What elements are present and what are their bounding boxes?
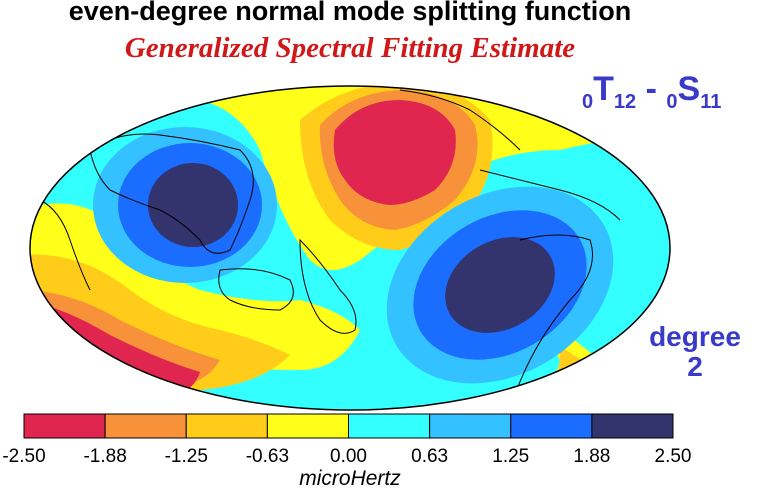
colorbar: [23, 413, 674, 439]
colorbar-segment: [23, 413, 106, 439]
colorbar-tick-label: 1.88: [573, 446, 611, 467]
colorbar-segment: [429, 413, 512, 439]
colorbar-tick-label: -2.50: [2, 446, 46, 467]
colorbar-segment: [104, 413, 187, 439]
colorbar-tick-label: -1.88: [83, 446, 127, 467]
coastlines: [39, 89, 641, 396]
colorbar-segment: [510, 413, 593, 439]
colorbar-segment: [185, 413, 268, 439]
degree-text: degree: [649, 321, 741, 352]
mode-left-letter: T: [593, 70, 614, 108]
mode-right-sub: 11: [700, 91, 722, 113]
map-field: [30, 86, 670, 410]
mode-right-letter: S: [677, 70, 701, 108]
degree-value: 2: [687, 351, 703, 382]
colorbar-segment: [591, 413, 674, 439]
colorbar-tick-label: 0.63: [411, 446, 449, 467]
colorbar-tick-label: -0.63: [245, 446, 290, 467]
mode-left-prefix: 0: [582, 91, 594, 113]
map-subtitle: Generalized Spectral Fitting Estimate: [124, 32, 576, 64]
map-title: even-degree normal mode splitting functi…: [68, 0, 632, 26]
colorbar-tick-label: 1.25: [492, 446, 530, 467]
colorbar-unit: microHertz: [299, 467, 401, 490]
degree-label: degree 2: [630, 322, 760, 382]
globe-outline: [29, 85, 671, 411]
mode-separator: -: [636, 70, 667, 108]
colorbar-segment: [266, 413, 349, 439]
colorbar-tick-label: 2.50: [654, 446, 692, 467]
colorbar-tick-label: -1.25: [164, 446, 208, 467]
mode-right-prefix: 0: [666, 91, 678, 113]
mode-left-sub: 12: [613, 91, 637, 113]
colorbar-tick-label: 0.00: [330, 446, 367, 467]
colorbar-segment: [348, 413, 431, 439]
mode-label: 0T12 - 0S11: [582, 70, 721, 114]
